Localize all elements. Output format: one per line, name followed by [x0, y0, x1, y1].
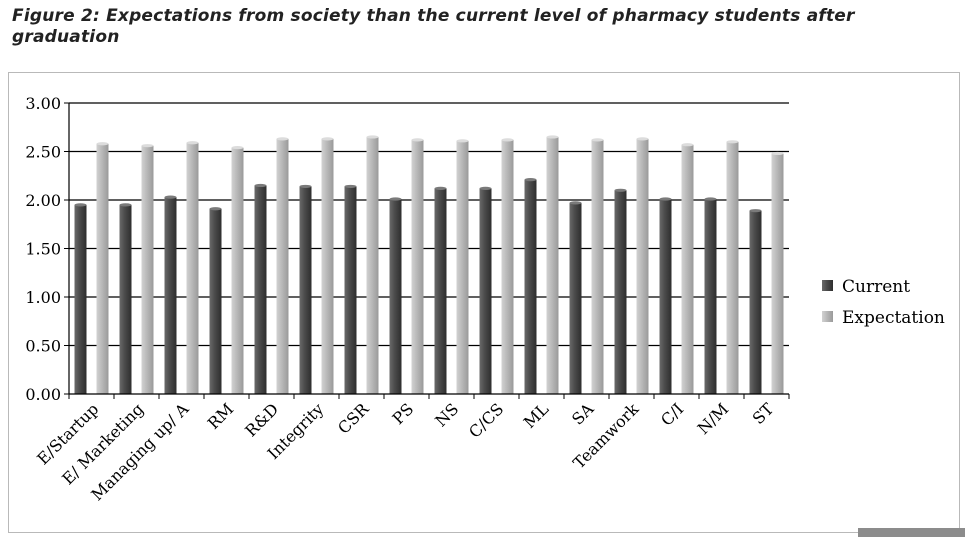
bar-expectation-5	[321, 138, 334, 394]
x-tick-label: NS	[431, 399, 462, 430]
bar-cap	[546, 135, 559, 139]
bar-cap	[749, 209, 762, 213]
bar-cap	[659, 197, 672, 201]
bar-expectation-2	[186, 142, 199, 394]
x-tick-label: ML	[520, 399, 553, 432]
figure-caption: Figure 2: Expectations from society than…	[12, 6, 855, 47]
bar-current-9	[479, 188, 492, 394]
bar-cap	[209, 207, 222, 211]
bar-cap	[771, 151, 784, 156]
bar-cap	[366, 135, 379, 139]
y-tick-label: 1.00	[25, 288, 61, 307]
bar-cap	[389, 197, 402, 201]
bar-current-13	[659, 199, 672, 394]
bar-current-10	[524, 179, 537, 394]
bar-expectation-14	[726, 141, 739, 394]
bar-expectation-6	[366, 136, 379, 394]
bar-cap	[434, 186, 447, 190]
bar-cap	[569, 201, 582, 205]
bars	[74, 135, 784, 394]
x-tick-label: C/I	[657, 399, 687, 429]
gridlines	[69, 102, 789, 347]
x-tick-label: ST	[749, 399, 778, 428]
legend-label-expectation: Expectation	[842, 308, 945, 328]
bar-cap	[501, 138, 514, 142]
bar-cap	[164, 195, 177, 199]
bar-current-0	[74, 204, 87, 394]
bar-expectation-11	[591, 139, 604, 394]
bar-expectation-12	[636, 138, 649, 394]
bar-current-8	[434, 188, 447, 394]
bar-current-12	[614, 190, 627, 394]
bar-cap	[141, 144, 154, 148]
bar-cap	[726, 140, 739, 144]
bar-expectation-15	[771, 153, 784, 394]
bar-cap	[704, 197, 717, 201]
bar-current-11	[569, 202, 582, 394]
bar-current-2	[164, 197, 177, 394]
legend-swatch-current	[822, 280, 833, 291]
x-tick-label: CSR	[334, 399, 373, 438]
bar-cap	[119, 203, 132, 207]
y-tick-label: 0.50	[25, 337, 61, 356]
x-tick-label: SA	[568, 399, 598, 429]
bar-cap	[254, 183, 267, 188]
bar-current-1	[119, 204, 132, 394]
bar-expectation-9	[501, 139, 514, 394]
y-tick-label: 0.00	[25, 385, 61, 404]
bar-cap	[96, 142, 109, 146]
bar-expectation-8	[456, 140, 469, 394]
bar-expectation-10	[546, 136, 559, 394]
x-tick-label: N/M	[694, 399, 733, 438]
x-tick-label: C/CS	[465, 399, 507, 441]
corner-bar	[858, 528, 965, 537]
bar-cap	[411, 138, 424, 142]
bar-current-3	[209, 208, 222, 394]
bar-cap	[591, 138, 604, 142]
bar-cap	[479, 186, 492, 190]
bar-cap	[299, 184, 312, 189]
bar-current-14	[704, 199, 717, 394]
bar-current-5	[299, 186, 312, 394]
bar-current-15	[749, 210, 762, 394]
axes: 0.000.501.001.502.002.503.00E/StartupE/ …	[25, 94, 790, 504]
legend-swatch-expectation	[822, 311, 833, 322]
bar-cap	[231, 146, 244, 150]
x-tick-label: PS	[389, 399, 418, 428]
bar-expectation-3	[231, 147, 244, 394]
bar-cap	[276, 137, 289, 141]
bar-current-6	[344, 186, 357, 394]
y-tick-label: 2.50	[25, 143, 61, 162]
bar-cap	[74, 203, 87, 207]
bar-cap	[344, 184, 357, 189]
bar-expectation-13	[681, 144, 694, 394]
y-tick-label: 3.00	[25, 94, 61, 113]
legend-label-current: Current	[842, 277, 910, 297]
bar-cap	[456, 139, 469, 143]
bar-expectation-7	[411, 139, 424, 394]
bar-cap	[186, 141, 199, 145]
x-tick-label: R&D	[241, 399, 282, 440]
bar-expectation-0	[96, 143, 109, 394]
bar-cap	[614, 188, 627, 192]
bar-cap	[524, 178, 537, 182]
bar-current-4	[254, 185, 267, 394]
bar-expectation-4	[276, 138, 289, 394]
bar-expectation-1	[141, 145, 154, 394]
bar-cap	[321, 137, 334, 141]
x-tick-label: RM	[204, 399, 238, 433]
bar-cap	[681, 143, 694, 147]
bar-cap	[636, 137, 649, 141]
bar-current-7	[389, 199, 402, 394]
y-tick-label: 1.50	[25, 240, 61, 259]
legend: Current Expectation	[822, 277, 945, 328]
y-tick-label: 2.00	[25, 191, 61, 210]
